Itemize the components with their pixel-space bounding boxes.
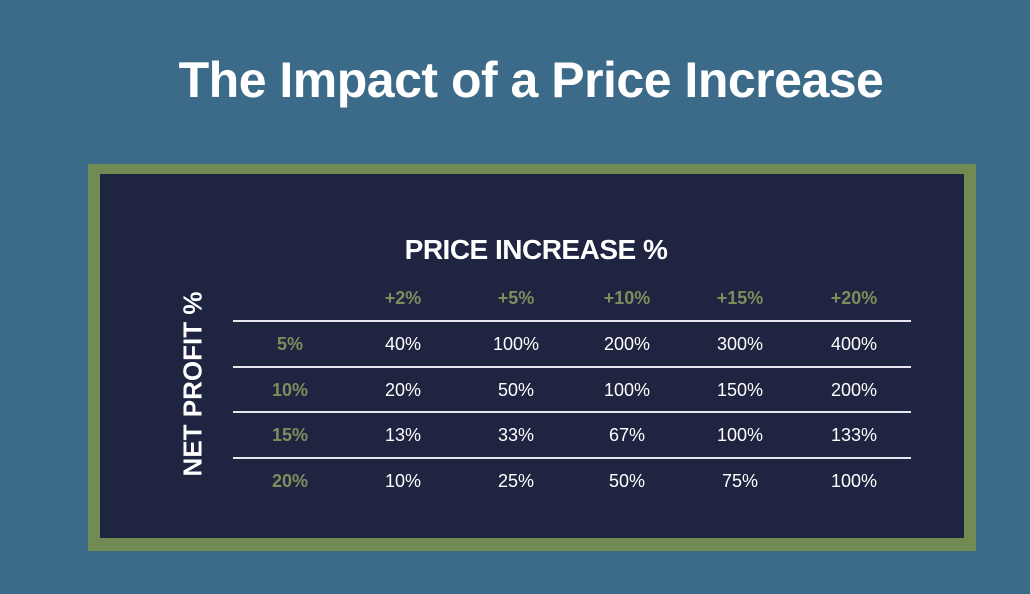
column-header: +5% [497, 288, 535, 308]
row-header: 10% [271, 379, 309, 400]
table-cell: 20% [384, 379, 422, 400]
column-header: +2% [384, 288, 422, 308]
table-cell: 200% [603, 334, 651, 354]
column-header: +20% [830, 288, 878, 308]
table-cell: 100% [603, 379, 651, 400]
table-row: 20% 10% 25% 50% 75% 100% [233, 456, 911, 503]
table-cell: 50% [497, 379, 535, 400]
table-cell: 75% [721, 470, 759, 491]
table-cell: 100% [492, 334, 540, 354]
table-frame [88, 164, 976, 551]
table-cell: 400% [830, 334, 878, 354]
table-row: 15% 13% 33% 67% 100% 133% [233, 411, 911, 457]
table-cell: 100% [716, 425, 764, 445]
table-row: 5% 40% 100% 200% 300% 400% [233, 320, 911, 366]
table-cell: 200% [830, 379, 878, 400]
table-cell: 300% [716, 334, 764, 354]
row-header: 20% [271, 470, 309, 491]
table-cell: 150% [716, 379, 764, 400]
table-cell: 67% [608, 425, 646, 445]
table-cell: 10% [384, 470, 422, 491]
table-cell: 133% [830, 425, 878, 445]
column-axis-title: PRICE INCREASE % [404, 234, 668, 265]
table-cell: 13% [384, 425, 422, 445]
row-header: 15% [271, 425, 309, 445]
table-cell: 100% [830, 470, 878, 491]
table-cell: 25% [497, 470, 535, 491]
impact-table: +2% +5% +10% +15% +20% 5% 40% 100% 200% … [233, 278, 911, 502]
row-header: 5% [276, 334, 303, 354]
page-title: The Impact of a Price Increase [178, 52, 884, 108]
table-cell: 33% [497, 425, 535, 445]
table-header-row: +2% +5% +10% +15% +20% [233, 278, 911, 320]
row-axis-title: NET PROFIT % [177, 291, 208, 477]
table-cell: 40% [384, 334, 422, 354]
column-header: +10% [603, 288, 651, 308]
table-row: 10% 20% 50% 100% 150% 200% [233, 365, 911, 412]
column-header: +15% [716, 288, 764, 308]
table-cell: 50% [608, 470, 646, 491]
